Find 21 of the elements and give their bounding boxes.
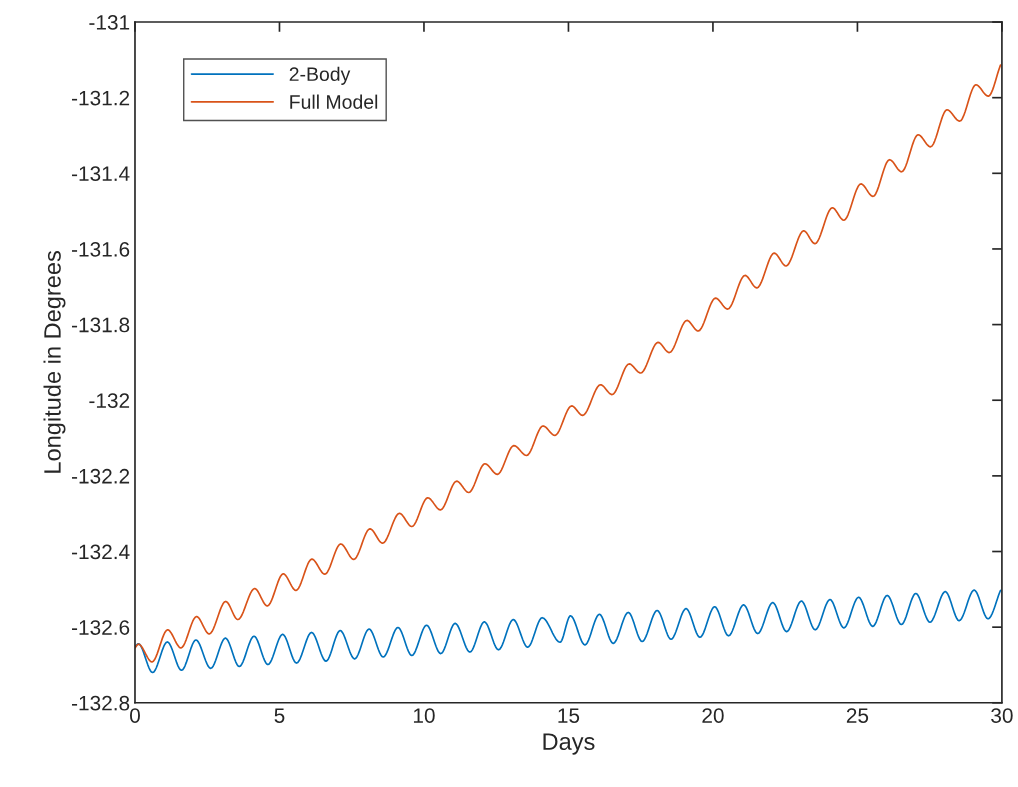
x-tick-label: 20 — [702, 708, 724, 723]
x-tick-label: 25 — [846, 708, 869, 723]
y-tick-label: -131.8 — [71, 317, 130, 333]
x-axis-title: Days — [543, 733, 595, 755]
legend-label: Full Model — [290, 94, 378, 109]
y-tick-label: -131.4 — [71, 166, 130, 182]
y-tick-label: -132.8 — [71, 695, 130, 711]
y-tick-label: -132 — [89, 393, 130, 408]
y-tick-label: -132.2 — [71, 468, 130, 484]
y-tick-label: -131 — [89, 15, 130, 30]
x-tick-label: 10 — [413, 708, 435, 723]
y-tick-label: -131.2 — [71, 90, 130, 106]
x-tick-label: 30 — [991, 708, 1013, 723]
y-tick-label: -131.6 — [71, 241, 130, 257]
x-tick-label: 0 — [130, 708, 140, 723]
legend-label: 2-Body — [289, 66, 351, 85]
y-axis-title: Longitude in Degrees — [43, 251, 66, 473]
y-tick-label: -132.6 — [71, 620, 130, 635]
x-tick-label: 15 — [558, 708, 580, 723]
x-tick-label: 5 — [274, 708, 285, 723]
y-tick-label: -132.4 — [71, 544, 130, 560]
